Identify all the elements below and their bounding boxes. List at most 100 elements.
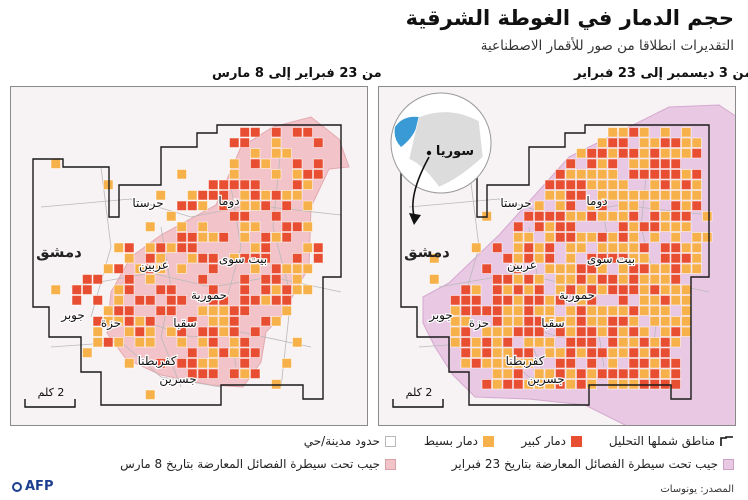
minor-damage-cell <box>544 263 555 274</box>
minor-damage-cell <box>586 316 597 327</box>
major-damage-cell <box>187 347 198 358</box>
major-damage-cell <box>660 179 671 190</box>
major-damage-cell <box>565 200 576 211</box>
minor-damage-cell <box>649 337 660 348</box>
minor-damage-cell <box>649 200 660 211</box>
major-damage-cell <box>586 284 597 295</box>
minor-damage-cell <box>281 358 292 369</box>
minor-damage-cell <box>639 127 650 138</box>
major-damage-cell <box>597 274 608 285</box>
minor-damage-cell <box>660 284 671 295</box>
minor-damage-cell <box>565 211 576 222</box>
minor-damage-cell <box>218 316 229 327</box>
major-damage-cell <box>492 284 503 295</box>
major-damage-cell <box>208 179 219 190</box>
major-damage-cell <box>260 274 271 285</box>
minor-damage-cell <box>229 347 240 358</box>
minor-damage-cell <box>628 232 639 243</box>
minor-damage-cell <box>691 232 702 243</box>
major-damage-cell <box>145 263 156 274</box>
minor-damage-cell <box>292 274 303 285</box>
major-damage-cell <box>281 221 292 232</box>
minor-damage-cell <box>639 190 650 201</box>
major-damage-cell <box>618 221 629 232</box>
major-damage-cell <box>628 368 639 379</box>
place-label: حزة <box>469 316 489 331</box>
major-damage-cell <box>565 284 576 295</box>
major-damage-cell <box>618 148 629 159</box>
minor-damage-cell <box>271 316 282 327</box>
major-damage-cell <box>218 232 229 243</box>
minor-damage-cell <box>618 200 629 211</box>
minor-damage-cell <box>103 305 114 316</box>
major-damage-cell <box>187 232 198 243</box>
minor-damage-cell <box>544 368 555 379</box>
minor-damage-cell <box>555 200 566 211</box>
legend-major-damage: دمار كبير <box>521 434 582 448</box>
major-damage-cell <box>639 221 650 232</box>
major-damage-cell <box>260 316 271 327</box>
minor-damage-cell <box>639 253 650 264</box>
minor-damage-cell <box>218 326 229 337</box>
minor-damage-cell <box>523 358 534 369</box>
major-damage-cell <box>208 326 219 337</box>
minor-damage-cell <box>649 316 660 327</box>
major-damage-cell <box>239 253 250 264</box>
major-damage-cell <box>628 284 639 295</box>
minor-damage-cell <box>176 221 187 232</box>
major-damage-cell <box>523 347 534 358</box>
major-damage-cell <box>607 158 618 169</box>
minor-damage-cell <box>534 253 545 264</box>
minor-damage-cell <box>639 305 650 316</box>
major-damage-cell <box>313 242 324 253</box>
major-damage-cell <box>229 316 240 327</box>
minor-damage-cell <box>82 347 93 358</box>
minor-damage-cell <box>292 190 303 201</box>
major-damage-cell <box>260 200 271 211</box>
minor-damage-cell <box>639 137 650 148</box>
minor-damage-cell <box>513 232 524 243</box>
minor-damage-cell <box>670 190 681 201</box>
afp-logo-text: AFP <box>25 479 54 494</box>
major-damage-cell <box>187 242 198 253</box>
minor-damage-cell <box>429 253 440 264</box>
minor-damage-cell <box>628 190 639 201</box>
major-damage-cell <box>607 326 618 337</box>
minor-damage-cell <box>670 337 681 348</box>
minor-damage-cell <box>460 316 471 327</box>
minor-damage-cell <box>534 200 545 211</box>
scale-label: 2 كلم <box>38 386 65 399</box>
major-damage-cell <box>124 305 135 316</box>
minor-damage-cell <box>649 274 660 285</box>
minor-damage-cell <box>145 326 156 337</box>
major-damage-cell <box>208 284 219 295</box>
major-damage-cell <box>250 295 261 306</box>
map-left-svg: دمشق دوما حرستا عربين بيت سوى حمورية جوبر حزة سق… <box>24 116 350 408</box>
major-damage-cell <box>513 263 524 274</box>
minor-damage-cell <box>492 326 503 337</box>
major-damage-cell <box>586 263 597 274</box>
minor-damage-cell <box>660 221 671 232</box>
minor-damage-cell <box>576 169 587 180</box>
minor-damage-cell <box>597 169 608 180</box>
major-damage-cell <box>534 326 545 337</box>
minor-damage-cell <box>618 274 629 285</box>
major-damage-cell <box>670 200 681 211</box>
major-damage-cell <box>607 137 618 148</box>
major-damage-cell <box>513 326 524 337</box>
major-damage-cell <box>649 347 660 358</box>
minor-damage-cell <box>492 368 503 379</box>
minor-damage-cell <box>681 200 692 211</box>
minor-damage-cell <box>166 211 177 222</box>
minor-damage-cell <box>523 379 534 390</box>
minor-damage-cell <box>597 305 608 316</box>
place-label: بيت سوى <box>219 252 267 267</box>
minor-damage-cell <box>639 158 650 169</box>
major-damage-cell <box>250 190 261 201</box>
major-damage-cell <box>597 253 608 264</box>
major-damage-cell <box>492 274 503 285</box>
minor-damage-cell <box>250 200 261 211</box>
minor-damage-cell <box>176 337 187 348</box>
major-damage-cell <box>670 253 681 264</box>
minor-damage-cell <box>534 242 545 253</box>
